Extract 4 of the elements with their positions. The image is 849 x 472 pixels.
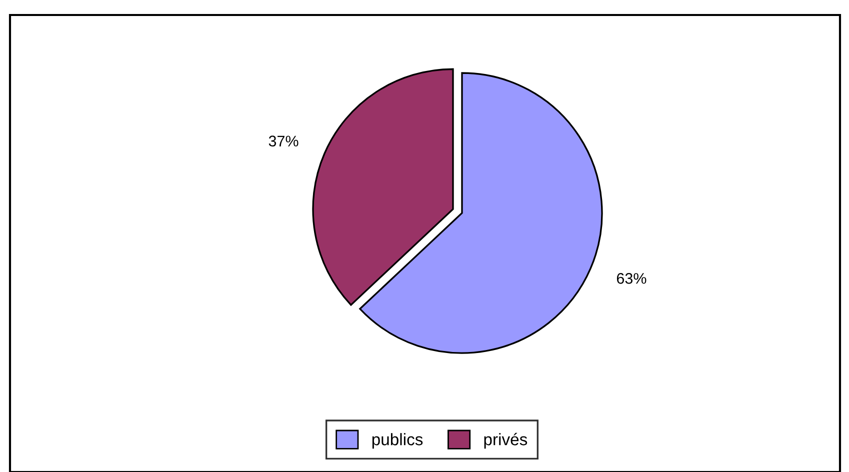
legend-label: privés	[484, 432, 528, 449]
data-label: 37%	[268, 136, 298, 146]
legend-label: publics	[372, 433, 423, 449]
data-label: 63%	[616, 273, 646, 284]
